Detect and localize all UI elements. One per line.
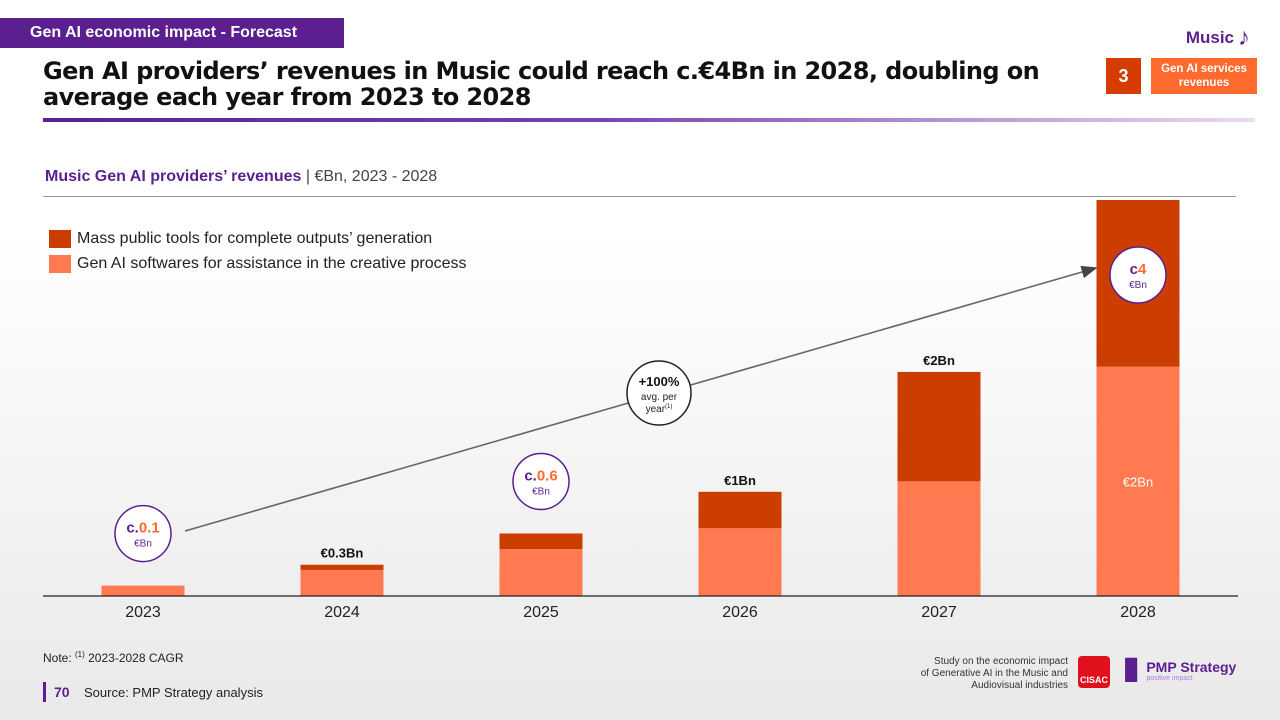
title-divider [43, 118, 1255, 122]
circle-value-2023: c.0.1 [126, 520, 159, 537]
chart-title-rest: | €Bn, 2023 - 2028 [301, 168, 438, 185]
footnote: Note: (1) 2023-2028 CAGR [43, 650, 184, 665]
bar-2027-softwares [897, 481, 981, 596]
total-label-2027: €2Bn [923, 353, 955, 368]
cisac-logo: CISAC [1078, 656, 1110, 688]
circle-badge-2023 [114, 504, 172, 563]
chart-title-bold: Music Gen AI providers’ revenues [45, 168, 302, 185]
total-label-2024: €0.3Bn [321, 546, 364, 561]
x-tick-2025: 2025 [523, 604, 559, 621]
note-sup: (1) [75, 650, 85, 659]
note-prefix: Note: [43, 651, 76, 665]
bar-2026-mass-public [698, 491, 782, 529]
legend-swatch-dark [49, 229, 71, 248]
cagr-sup: (1) [665, 404, 672, 410]
pmp-logo: ▐▌ PMP Strategy positive impact [1118, 660, 1236, 683]
legend-label-mass-public: Mass public tools for complete outputs’ … [77, 229, 433, 247]
pmp-logo-text: PMP Strategy [1146, 659, 1237, 675]
bar-2028-softwares [1096, 366, 1180, 596]
x-tick-2026: 2026 [722, 604, 758, 621]
circle-unit-2025: €Bn [532, 486, 550, 497]
legend-item-mass-public: Mass public tools for complete outputs’ … [49, 226, 467, 251]
bar-2024-mass-public [300, 564, 384, 570]
cagr-value: +100% [639, 374, 680, 389]
segment-label-2028-0: €2Bn [1123, 474, 1153, 489]
cagr-year: year [646, 404, 666, 415]
page-title: Gen AI providers’ revenues in Music coul… [43, 57, 1040, 111]
chart-title: Music Gen AI providers’ revenues | €Bn, … [45, 168, 437, 186]
study-line-3: Audiovisual industries [971, 680, 1068, 691]
pmp-logo-mark: ▐▌ [1118, 659, 1144, 681]
x-tick-2027: 2027 [921, 604, 957, 621]
pmp-logo-tagline: positive impact [1146, 675, 1193, 682]
cagr-circle [626, 360, 692, 426]
x-tick-2028: 2028 [1120, 604, 1156, 621]
bar-2026-softwares [698, 528, 782, 596]
source-text: Source: PMP Strategy analysis [84, 685, 263, 700]
circle-badge-2025 [512, 452, 570, 511]
study-line-2: of Generative AI in the Music and [920, 668, 1068, 679]
study-line-1: Study on the economic impact [934, 656, 1068, 667]
circle-value-2028: c4 [1130, 261, 1147, 278]
bar-2025-mass-public [499, 533, 583, 550]
sector-text: Music [1185, 28, 1234, 47]
chapter-number: 3 [1106, 58, 1141, 94]
legend-swatch-light [49, 254, 71, 273]
page-number: 70 [43, 682, 70, 702]
total-label-2026: €1Bn [724, 473, 756, 488]
circle-badge-2028 [1109, 246, 1167, 304]
bar-2023-softwares [101, 585, 185, 596]
legend-item-softwares: Gen AI softwares for assistance in the c… [49, 251, 467, 276]
sector-label: Music ♪ [1186, 26, 1250, 50]
section-tag: Gen AI economic impact - Forecast [0, 18, 344, 48]
cagr-line2: year(1) [646, 404, 673, 415]
x-tick-2024: 2024 [324, 604, 360, 621]
circle-value-2025: c.0.6 [524, 467, 557, 484]
bar-2024-softwares [300, 569, 384, 596]
chart-legend: Mass public tools for complete outputs’ … [49, 226, 467, 276]
bar-2025-softwares [499, 549, 583, 596]
cagr-line1: avg. per [641, 392, 678, 403]
bar-2027-mass-public [897, 371, 981, 482]
study-caption: Study on the economic impact of Generati… [900, 656, 1068, 692]
chart-divider [43, 196, 1236, 197]
cagr-annotation: +100% avg. per year(1) [626, 360, 692, 426]
legend-label-softwares: Gen AI softwares for assistance in the c… [77, 254, 467, 272]
x-tick-2023: 2023 [125, 604, 161, 621]
circle-unit-2028: €Bn [1129, 280, 1147, 291]
note-text: 2023-2028 CAGR [84, 651, 184, 665]
chapter-label: Gen AI services revenues [1151, 58, 1257, 94]
circle-unit-2023: €Bn [134, 539, 152, 550]
music-note-icon: ♪ [1238, 24, 1250, 51]
